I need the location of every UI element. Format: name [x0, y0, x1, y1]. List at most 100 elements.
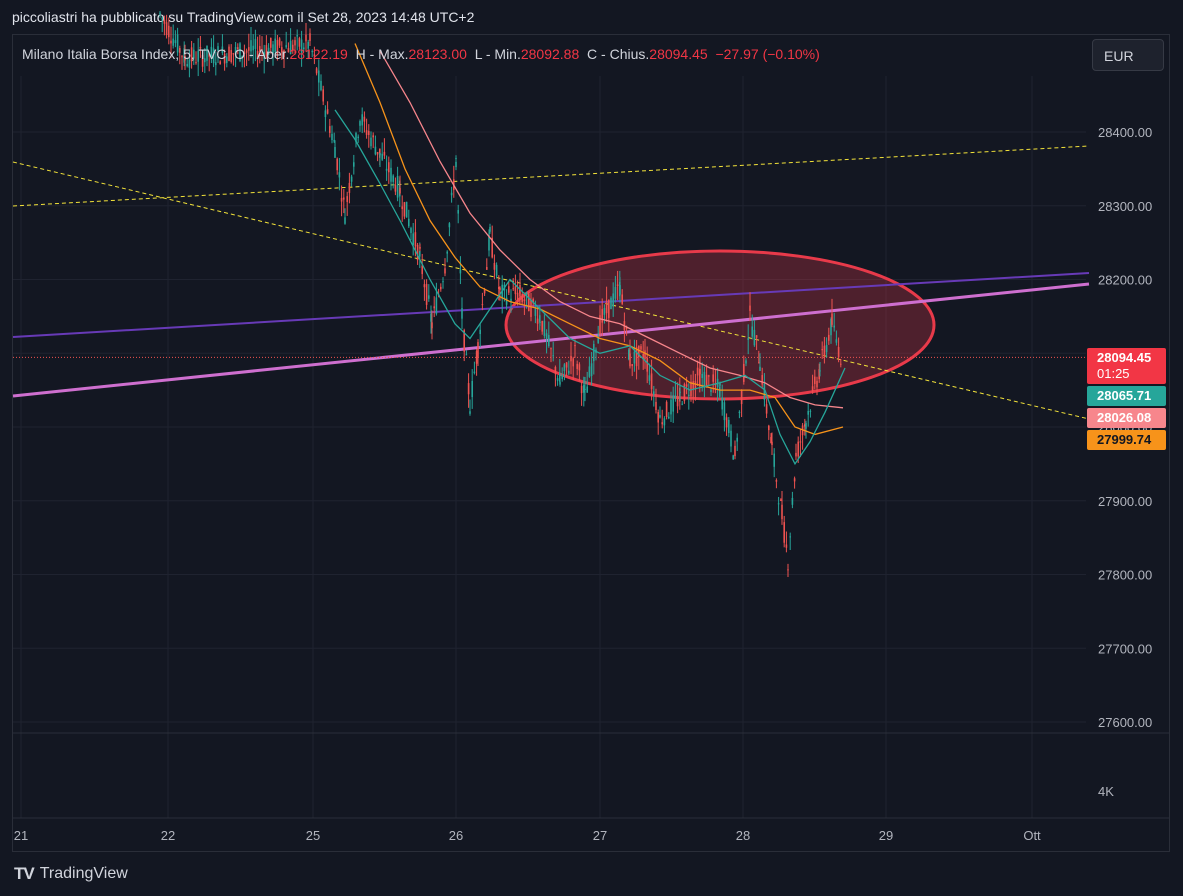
candle-body — [499, 287, 501, 290]
candle-body — [396, 175, 399, 198]
y-tick-label: 28300.00 — [1098, 199, 1152, 214]
candle-body — [381, 153, 383, 160]
candle-body — [197, 50, 199, 62]
candle-body — [830, 319, 832, 336]
candle-body — [619, 285, 621, 295]
candle-body — [340, 197, 343, 202]
candle-body — [199, 46, 202, 49]
candle-body — [465, 354, 468, 356]
candle-body — [184, 55, 186, 61]
candle-body — [823, 345, 826, 357]
candle-body — [781, 504, 783, 520]
lower-axis-label: 4K — [1098, 784, 1114, 799]
candle-body — [355, 133, 357, 143]
candle-body — [230, 50, 232, 62]
candle-body — [250, 40, 252, 52]
candle-body — [300, 39, 303, 53]
candle-body — [433, 306, 435, 309]
symbol-name[interactable]: Milano Italia Borsa Index, 5, TVC — [22, 46, 227, 62]
low-label: L - Min. — [474, 46, 521, 62]
candle-body — [336, 158, 338, 171]
candle-body — [747, 338, 749, 341]
last-price-badge: 28094.45 01:25 — [1087, 348, 1166, 384]
candle-body — [307, 41, 309, 49]
candle-body — [773, 453, 775, 467]
candle-body — [616, 284, 619, 287]
candle-body — [840, 363, 842, 365]
candle-body — [599, 315, 601, 334]
candle-body — [239, 43, 241, 62]
candle-body — [614, 286, 617, 299]
candle-body — [676, 396, 679, 407]
candle-body — [734, 445, 736, 457]
candle-body — [576, 363, 578, 369]
candle-body — [825, 344, 828, 353]
candle-body — [359, 121, 361, 126]
brand-name: TradingView — [39, 865, 128, 882]
x-tick-label: 28 — [736, 828, 750, 843]
candle-body — [635, 347, 638, 367]
candle-body — [809, 410, 812, 412]
y-tick-label: 27700.00 — [1098, 641, 1152, 656]
candle-body — [657, 412, 659, 423]
candle-body — [807, 411, 809, 415]
candle-body — [483, 289, 486, 294]
candle-body — [193, 49, 195, 59]
candle-body — [181, 56, 183, 58]
candle-body — [771, 441, 773, 445]
candle-body — [548, 334, 550, 347]
candle-body — [210, 46, 213, 57]
candle-body — [408, 218, 410, 227]
candle-body — [423, 284, 426, 288]
candle-body — [561, 374, 563, 379]
candle-body — [510, 298, 512, 303]
candle-body — [416, 244, 419, 261]
candle-body — [699, 368, 701, 375]
candle-body — [719, 383, 721, 386]
candle-body — [292, 44, 294, 51]
candle-body — [701, 373, 703, 378]
candle-body — [428, 295, 430, 299]
candle-body — [679, 391, 681, 394]
candle-body — [765, 404, 768, 414]
candle-body — [350, 176, 353, 182]
candle-body — [646, 357, 648, 372]
candle-body — [814, 376, 816, 385]
candle-body — [385, 168, 388, 171]
candle-body — [405, 201, 408, 218]
candle-body — [831, 313, 833, 325]
candle-body — [204, 58, 206, 63]
candle-body — [261, 49, 263, 51]
candle-body — [603, 308, 606, 315]
candle-body — [305, 34, 307, 42]
candle-body — [783, 522, 785, 543]
candle-body — [563, 364, 566, 371]
trendline-dashed-asc — [12, 145, 1090, 207]
highlight-ellipse — [504, 249, 936, 401]
candle-body — [712, 374, 714, 382]
candle-body — [536, 318, 539, 324]
candle-body — [633, 351, 636, 364]
candle-body — [505, 297, 508, 305]
tradingview-brand[interactable]: TV TradingView — [14, 864, 128, 884]
candle-body — [346, 196, 348, 202]
candle-body — [361, 114, 363, 126]
candle-body — [597, 336, 599, 344]
currency-button[interactable]: EUR — [1092, 39, 1164, 71]
candle-body — [479, 329, 481, 335]
trendline-purple — [12, 272, 1090, 338]
candle-body — [414, 232, 417, 247]
candle-body — [489, 226, 491, 232]
open-value: 28122.19 — [289, 46, 348, 62]
candle-body — [601, 309, 603, 323]
candle-body — [758, 362, 760, 364]
candle-body — [521, 293, 523, 303]
candle-body — [326, 109, 329, 114]
candle-body — [270, 37, 272, 48]
candle-body — [309, 33, 311, 42]
candle-body — [357, 136, 359, 139]
candle-body — [705, 374, 708, 388]
candle-body — [732, 455, 734, 460]
candle-body — [661, 422, 663, 425]
